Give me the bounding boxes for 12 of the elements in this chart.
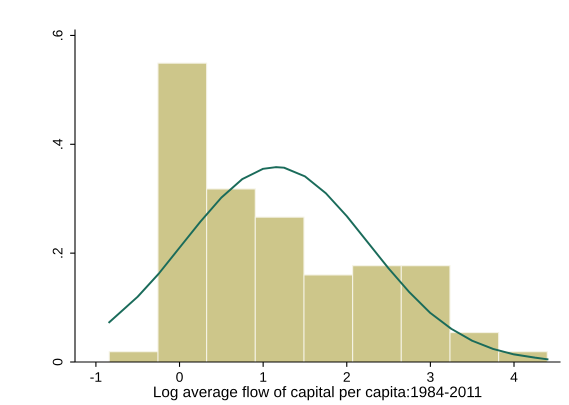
x-tick-label: 4: [510, 372, 518, 382]
x-tick-label: 2: [344, 372, 350, 382]
line-series: [108, 166, 548, 360]
y-tick-label: .4: [52, 138, 62, 149]
x-tick-label: 1: [260, 372, 266, 382]
x-tick-label: -1: [90, 372, 102, 382]
y-tick-label: .2: [52, 248, 62, 258]
y-tick-label: 0: [52, 358, 63, 366]
y-tick-label: .6: [52, 30, 63, 40]
x-axis-title: Log average flow of capital per capita:1984-2011: [154, 386, 482, 400]
x-tick-label: 0: [176, 372, 183, 382]
x-tick-label: 3: [427, 372, 434, 382]
